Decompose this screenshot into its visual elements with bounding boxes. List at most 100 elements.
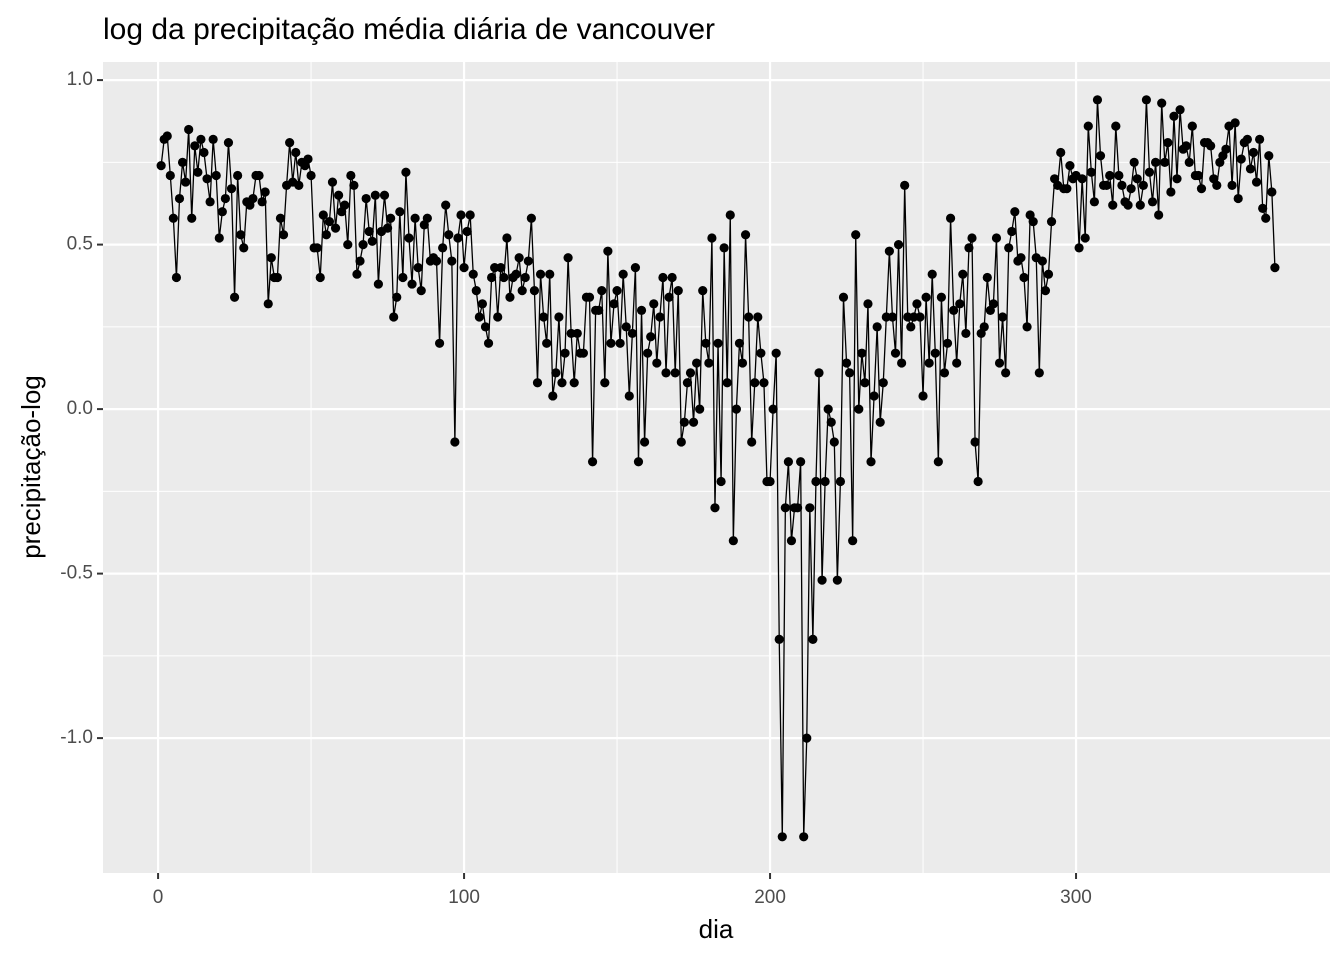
data-point [722, 378, 732, 388]
data-point [649, 299, 659, 309]
data-point [829, 437, 839, 447]
data-point [346, 170, 356, 181]
data-point [529, 286, 540, 296]
x-axis-label: dia [699, 914, 734, 944]
data-point [756, 348, 766, 358]
data-point [306, 170, 316, 181]
data-point [725, 210, 735, 220]
data-point [808, 634, 818, 645]
x-tick-label: 0 [153, 887, 164, 908]
data-point [193, 167, 203, 177]
data-point [933, 457, 943, 467]
data-point [612, 286, 622, 296]
data-point [734, 338, 745, 348]
data-point [1264, 151, 1274, 161]
data-point [407, 279, 417, 289]
data-point [924, 358, 934, 368]
data-point [777, 832, 787, 842]
data-point [682, 378, 693, 388]
data-point [737, 358, 748, 368]
data-point [168, 213, 178, 223]
data-point [398, 272, 408, 283]
data-point [321, 230, 331, 240]
data-point [1157, 98, 1167, 108]
data-point [334, 190, 344, 200]
data-point [851, 230, 861, 240]
data-point [603, 246, 613, 256]
data-point [1227, 180, 1237, 190]
data-point [713, 338, 723, 348]
data-point [857, 348, 867, 358]
data-point [1175, 105, 1185, 115]
data-point [511, 269, 521, 279]
data-point [248, 193, 258, 204]
data-point [465, 210, 475, 220]
data-point [918, 391, 928, 401]
data-point [177, 157, 188, 167]
data-point [260, 187, 270, 197]
data-point [349, 180, 359, 190]
data-point [636, 305, 647, 315]
data-point [214, 233, 224, 243]
data-point [1074, 243, 1084, 253]
data-point [615, 338, 625, 348]
data-point [285, 138, 295, 148]
data-point [254, 170, 264, 181]
data-point [716, 476, 726, 487]
data-point [438, 243, 448, 253]
data-point [410, 213, 420, 223]
data-point [1245, 164, 1256, 174]
data-point [838, 292, 849, 302]
data-point [643, 348, 653, 358]
x-tick-label: 200 [754, 887, 786, 908]
data-point [520, 272, 530, 283]
data-point [912, 299, 922, 309]
data-point [496, 263, 506, 273]
data-point [1001, 368, 1011, 378]
data-point [480, 322, 491, 332]
data-point [1111, 121, 1121, 131]
data-point [1233, 193, 1243, 204]
data-point [318, 210, 328, 220]
data-point [719, 243, 729, 253]
grid: -1.0 -0.5 0.0 0.5 1.0 0 100 200 300 [60, 62, 1330, 908]
data-point [826, 417, 836, 427]
data-point [223, 138, 234, 148]
data-point [927, 269, 937, 279]
data-point [233, 170, 243, 181]
data-point [502, 233, 512, 243]
data-point [1040, 286, 1051, 296]
data-point [563, 253, 573, 263]
data-point [523, 256, 533, 266]
data-point [1086, 167, 1096, 177]
data-point [695, 404, 705, 414]
data-point [324, 216, 335, 227]
data-point [872, 322, 882, 332]
data-point [1150, 157, 1161, 167]
data-point [181, 177, 191, 187]
data-point [569, 378, 579, 388]
data-point [392, 292, 402, 302]
data-point [413, 263, 423, 273]
data-point [952, 358, 962, 368]
data-point [664, 292, 674, 302]
data-point [768, 404, 778, 414]
data-point [1037, 256, 1047, 266]
data-point [646, 332, 656, 342]
data-point [661, 368, 671, 378]
data-point [1169, 111, 1179, 121]
data-point [679, 417, 689, 427]
data-point [1135, 200, 1145, 210]
data-point [1022, 322, 1032, 332]
data-point [765, 476, 775, 487]
data-point [431, 256, 442, 266]
data-point [1083, 121, 1093, 131]
data-point [355, 256, 365, 266]
data-point [878, 378, 888, 388]
marks [156, 95, 1280, 842]
data-point [964, 243, 974, 253]
data-point [731, 404, 741, 414]
data-point [1016, 253, 1026, 263]
data-point [1141, 95, 1152, 105]
data-point [633, 457, 644, 467]
